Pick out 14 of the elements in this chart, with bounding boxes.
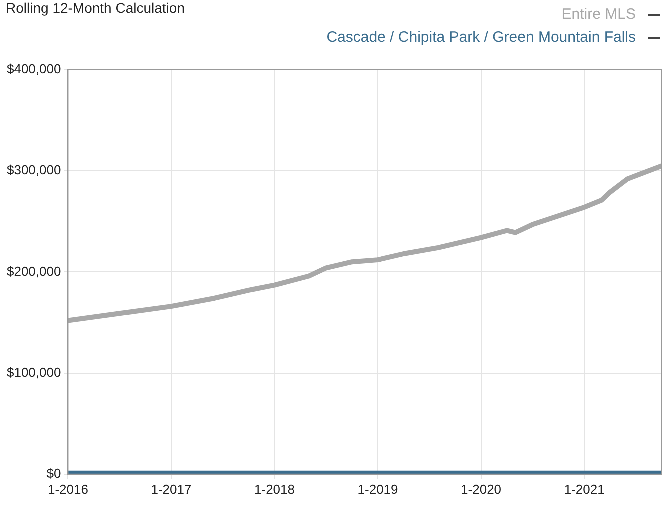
y-tick-label: $0 (46, 466, 62, 481)
x-tick-label: 1-2020 (461, 482, 502, 497)
x-tick-label: 1-2017 (151, 482, 192, 497)
text: Cascade / Chipita Park / Green Mountain Falls (326, 29, 636, 46)
chart-title: Rolling 12-Month Calculation (6, 0, 185, 16)
x-tick-label: 1-2016 (48, 482, 88, 497)
y-tick-label: $300,000 (6, 162, 62, 178)
x-tick-label: 1-2019 (358, 482, 398, 497)
text: Entire MLS (562, 6, 636, 23)
x-tick-label: 1-2018 (254, 482, 295, 497)
y-tick-label: $100,000 (6, 364, 62, 380)
y-tick-label: $400,000 (6, 62, 62, 77)
y-tick-label: $200,000 (6, 264, 62, 279)
x-tick-label: 1-2021 (564, 482, 605, 497)
